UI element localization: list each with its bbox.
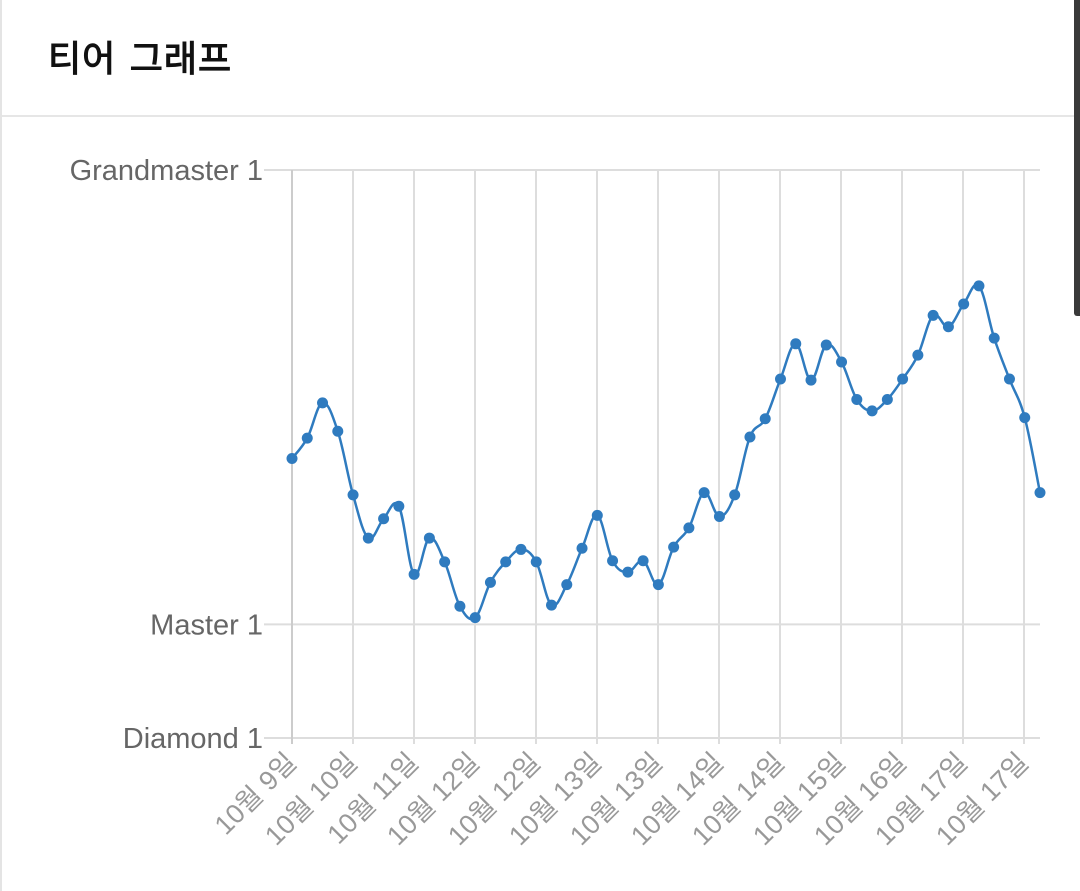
data-point (317, 397, 329, 409)
data-point (439, 556, 451, 568)
data-point (484, 576, 496, 588)
data-points (286, 280, 1046, 624)
data-point (881, 393, 893, 405)
series-line (290, 283, 1042, 621)
data-point (622, 566, 634, 578)
data-point (546, 599, 558, 611)
data-point (1034, 487, 1046, 499)
data-point (668, 541, 680, 553)
data-point (500, 556, 512, 568)
data-point (866, 405, 878, 417)
data-point (301, 432, 313, 444)
data-point (790, 338, 802, 350)
data-point (378, 513, 390, 525)
data-point (988, 332, 1000, 344)
data-point (805, 374, 817, 386)
card-header: 티어 그래프 (2, 0, 1080, 117)
page-title: 티어 그래프 (48, 39, 233, 80)
data-point (820, 339, 832, 351)
data-point (408, 568, 420, 580)
data-point (591, 509, 603, 521)
data-point (927, 309, 939, 321)
data-point (1003, 373, 1015, 385)
data-point (576, 542, 588, 554)
data-point (683, 522, 695, 534)
data-point (561, 579, 573, 591)
data-point (515, 543, 527, 555)
data-point (286, 453, 298, 465)
data-point (897, 373, 909, 385)
data-point (1019, 412, 1031, 424)
data-point (637, 555, 649, 567)
data-point (332, 425, 344, 437)
data-point (851, 393, 863, 405)
data-point (942, 321, 954, 333)
scrollbar[interactable] (1074, 0, 1080, 316)
data-point (774, 373, 786, 385)
data-point (362, 532, 374, 544)
data-point (454, 600, 466, 612)
data-point (652, 579, 664, 591)
data-point (729, 489, 741, 501)
y-tick-label: Master 1 (150, 609, 263, 641)
y-tick-label: Grandmaster 1 (70, 155, 263, 187)
y-axis-ticks: Diamond 1 Master 1 Grandmaster 1 (70, 155, 263, 755)
data-point (744, 431, 756, 443)
data-point (347, 489, 359, 501)
y-tick-label: Diamond 1 (123, 723, 263, 755)
data-point (469, 612, 481, 624)
data-point (423, 532, 435, 544)
data-point (836, 356, 848, 368)
data-point (698, 487, 710, 499)
data-point (713, 510, 725, 522)
data-point (973, 280, 985, 292)
data-point (759, 413, 771, 425)
chart-grid (264, 169, 1040, 744)
data-point (607, 555, 619, 567)
data-point (912, 349, 924, 361)
data-point (530, 556, 542, 568)
data-point (393, 500, 405, 512)
data-point (958, 298, 970, 310)
